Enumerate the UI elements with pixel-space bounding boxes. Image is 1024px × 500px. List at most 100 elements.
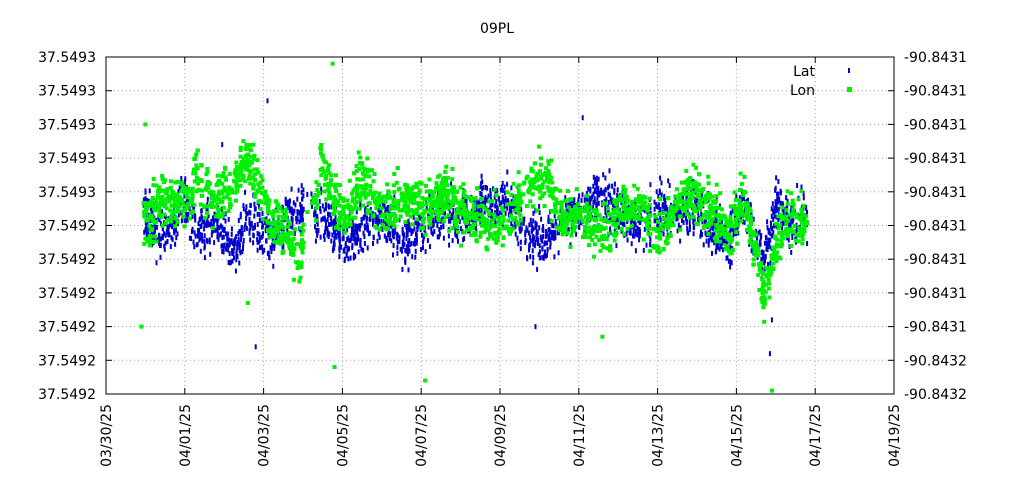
lon-point	[486, 236, 491, 241]
lon-point	[647, 220, 652, 225]
lon-point	[248, 147, 253, 152]
lat-point	[238, 228, 241, 234]
lon-point	[769, 268, 774, 273]
lon-point	[734, 220, 738, 225]
lat-point	[494, 203, 497, 209]
lat-point	[450, 212, 453, 218]
lat-point	[256, 236, 259, 242]
lat-point	[201, 232, 203, 238]
lat-point	[634, 248, 637, 254]
lon-point	[704, 210, 709, 214]
lon-point	[535, 208, 540, 213]
lon-point	[248, 170, 253, 174]
lon-point	[472, 230, 477, 235]
lat-point	[442, 222, 445, 228]
lat-point	[413, 226, 416, 232]
lon-point	[163, 191, 168, 196]
lon-point	[568, 197, 573, 202]
lat-point	[554, 218, 557, 224]
lon-point	[537, 189, 542, 194]
lon-point	[744, 206, 749, 211]
lon-point	[160, 173, 165, 178]
lon-point	[241, 174, 246, 179]
lon-point	[785, 189, 790, 194]
lon-point	[371, 179, 376, 184]
lon-point	[801, 212, 806, 217]
lon-point	[281, 225, 286, 230]
lat-point	[616, 217, 619, 223]
lon-point	[392, 206, 397, 211]
lon-point	[428, 208, 433, 213]
lat-point	[448, 242, 451, 248]
lon-point	[371, 213, 376, 218]
lat-point	[720, 219, 723, 225]
lat-point	[300, 217, 303, 223]
y-right-tick-label: -90.8431	[904, 151, 967, 167]
lon-point	[221, 171, 226, 176]
lon-point	[184, 189, 189, 193]
lat-point	[299, 210, 301, 216]
lon-point	[279, 222, 283, 227]
lon-point	[490, 218, 495, 223]
lon-point	[173, 216, 178, 221]
lat-point	[585, 191, 588, 197]
lat-point	[378, 218, 380, 224]
lat-point	[239, 214, 242, 220]
lat-point	[577, 197, 580, 203]
lat-point	[479, 191, 482, 196]
lon-point	[468, 195, 473, 200]
lat-point	[666, 212, 669, 218]
lon-point	[226, 208, 231, 213]
lon-point	[385, 182, 390, 187]
lat-point	[160, 236, 163, 242]
lon-point	[361, 177, 366, 182]
y-right-tick-label: -90.8431	[904, 252, 967, 268]
lon-point	[147, 243, 152, 248]
lon-point	[215, 211, 220, 216]
lat-point	[685, 216, 687, 222]
lon-point	[576, 201, 581, 206]
lat-point	[531, 248, 534, 254]
lat-point	[638, 233, 641, 239]
lat-point	[154, 224, 156, 230]
lon-point	[431, 201, 436, 206]
x-tick-label: 04/17/25	[808, 404, 824, 467]
lon-point	[497, 227, 502, 232]
lat-point	[197, 228, 199, 234]
lon-point	[377, 191, 382, 196]
lon-point	[800, 241, 805, 246]
lat-point	[681, 218, 683, 224]
lon-point	[624, 195, 629, 199]
lon-point	[766, 269, 771, 274]
lat-point	[686, 226, 689, 231]
lon-point	[706, 174, 711, 179]
lat-point	[601, 190, 604, 196]
lon-point	[360, 190, 365, 195]
lat-point	[805, 204, 808, 210]
lon-point	[665, 241, 670, 245]
lat-point	[235, 248, 238, 254]
lon-point	[158, 213, 162, 218]
lon-point	[249, 160, 254, 165]
lon-point	[252, 172, 257, 177]
lat-point	[595, 181, 598, 186]
lat-point	[281, 204, 284, 210]
lat-point	[743, 219, 746, 225]
lon-point	[789, 244, 794, 248]
lon-point	[227, 171, 232, 176]
lon-point	[327, 190, 332, 195]
lat-point	[267, 231, 270, 237]
lon-point	[708, 205, 713, 210]
lon-point	[779, 238, 784, 243]
lon-point	[420, 212, 424, 217]
lat-point	[557, 230, 560, 236]
lat-point	[496, 206, 499, 212]
lat-point	[765, 246, 768, 252]
lat-point	[554, 235, 557, 241]
lon-point	[281, 231, 286, 235]
lon-point	[423, 232, 428, 237]
lat-point	[766, 247, 769, 252]
lat-point	[729, 264, 732, 270]
lon-point	[539, 156, 544, 161]
lon-point	[384, 195, 389, 200]
